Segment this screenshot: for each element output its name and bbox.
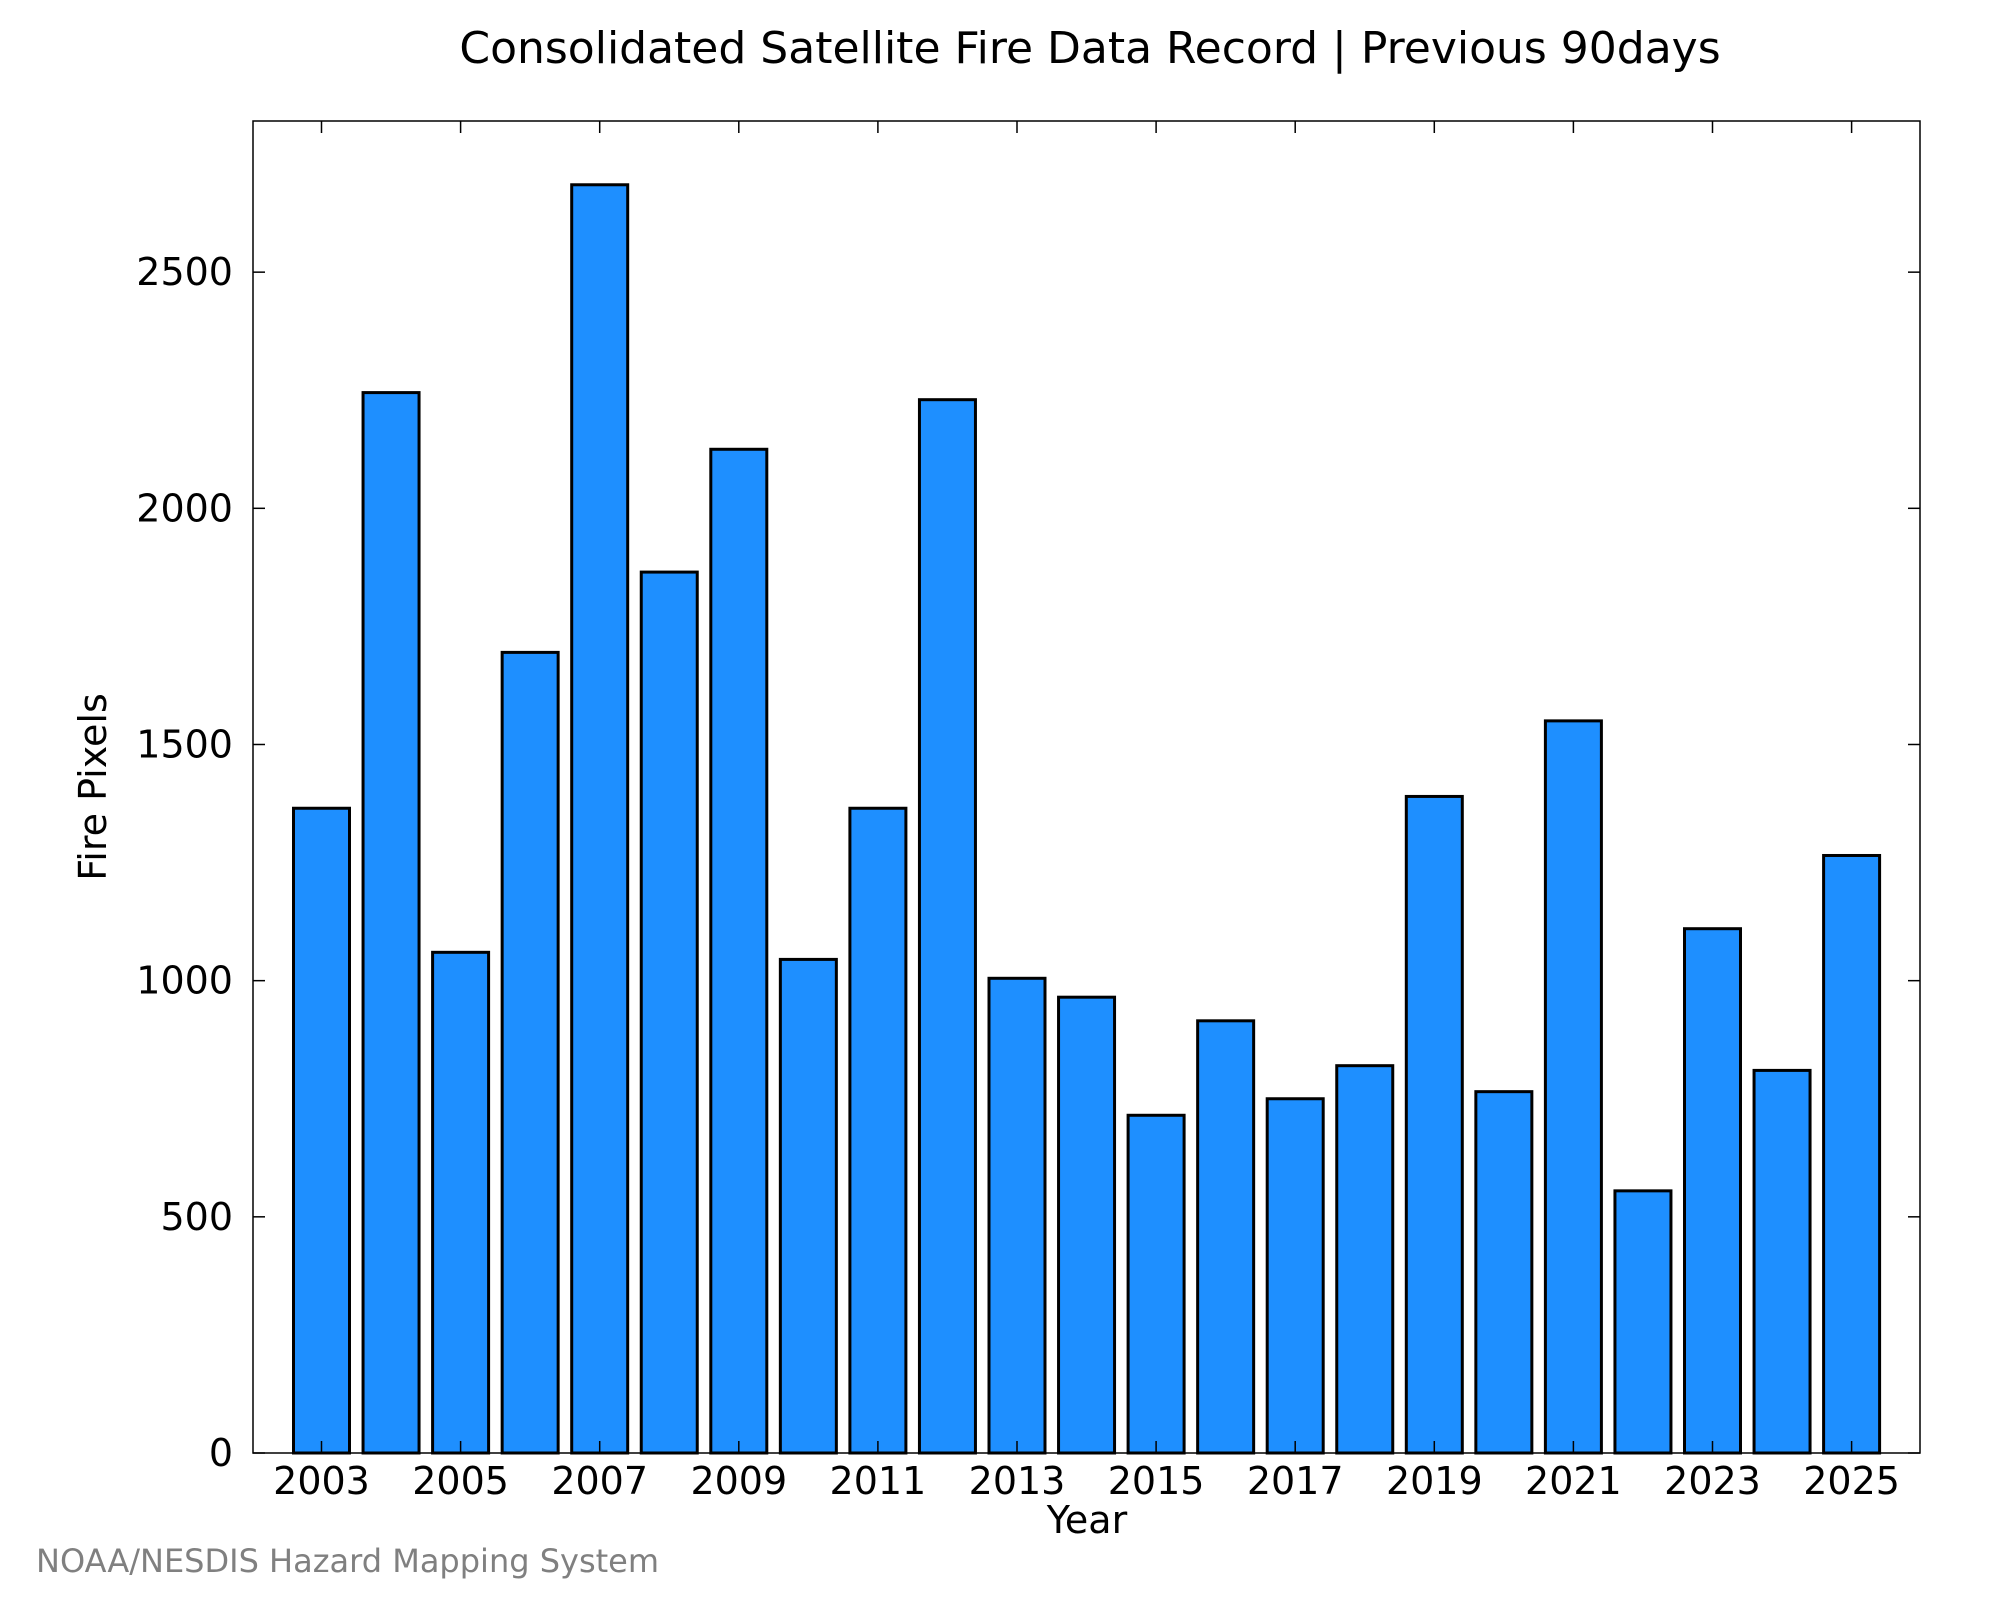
bar-2010 <box>778 957 838 1455</box>
bar-2009 <box>709 447 769 1455</box>
y-axis-label: Fire Pixels <box>71 693 115 881</box>
y-tick-label-500: 500 <box>160 1195 233 1239</box>
x-tick-label-2023: 2023 <box>1664 1459 1761 1503</box>
credit-text: NOAA/NESDIS Hazard Mapping System <box>36 1542 660 1580</box>
bar-2020 <box>1474 1090 1534 1455</box>
x-tick-label-2017: 2017 <box>1247 1459 1344 1503</box>
bar-2005 <box>431 950 491 1455</box>
x-tick-label-2011: 2011 <box>830 1459 927 1503</box>
bar-2006 <box>500 650 560 1455</box>
y-tick-label-0: 0 <box>209 1431 233 1475</box>
x-tick-label-2005: 2005 <box>412 1459 509 1503</box>
bar-2024 <box>1752 1068 1812 1455</box>
ticks-group: 2003 2005 2007 2009 2011 2013 2015 2017 2019 2021… <box>136 121 1920 1503</box>
x-tick-label-2007: 2007 <box>551 1459 648 1503</box>
x-tick-label-2021: 2021 <box>1525 1459 1622 1503</box>
bar-2018 <box>1335 1064 1395 1455</box>
y-tick-label-2000: 2000 <box>136 486 233 530</box>
y-tick-label-2500: 2500 <box>136 250 233 294</box>
bar-2025 <box>1822 853 1882 1455</box>
bar-2003 <box>292 806 351 1455</box>
y-tick-label-1500: 1500 <box>136 722 233 766</box>
x-tick-label-2009: 2009 <box>690 1459 787 1503</box>
bar-2012 <box>917 398 977 1455</box>
x-tick-label-2003: 2003 <box>273 1459 370 1503</box>
bar-2008 <box>639 570 699 1455</box>
bar-2004 <box>361 391 421 1455</box>
x-tick-label-2013: 2013 <box>969 1459 1066 1503</box>
bar-2019 <box>1404 794 1464 1455</box>
bar-2015 <box>1126 1113 1186 1455</box>
y-tick-label-1000: 1000 <box>136 959 233 1003</box>
bar-2011 <box>848 806 908 1455</box>
bar-2013 <box>987 976 1047 1455</box>
bar-2017 <box>1265 1097 1325 1455</box>
x-tick-label-2025: 2025 <box>1803 1459 1900 1503</box>
bar-2016 <box>1196 1019 1256 1455</box>
bar-2007 <box>570 183 630 1455</box>
bar-2014 <box>1057 995 1117 1455</box>
bars-group <box>292 183 1882 1455</box>
bar-2021 <box>1543 719 1603 1455</box>
chart-title: Consolidated Satellite Fire Data Record … <box>459 23 1720 74</box>
x-axis-label: Year <box>1046 1498 1128 1542</box>
x-tick-label-2015: 2015 <box>1108 1459 1205 1503</box>
bar-2023 <box>1683 927 1742 1455</box>
x-tick-label-2019: 2019 <box>1386 1459 1483 1503</box>
bar-2022 <box>1613 1189 1673 1455</box>
